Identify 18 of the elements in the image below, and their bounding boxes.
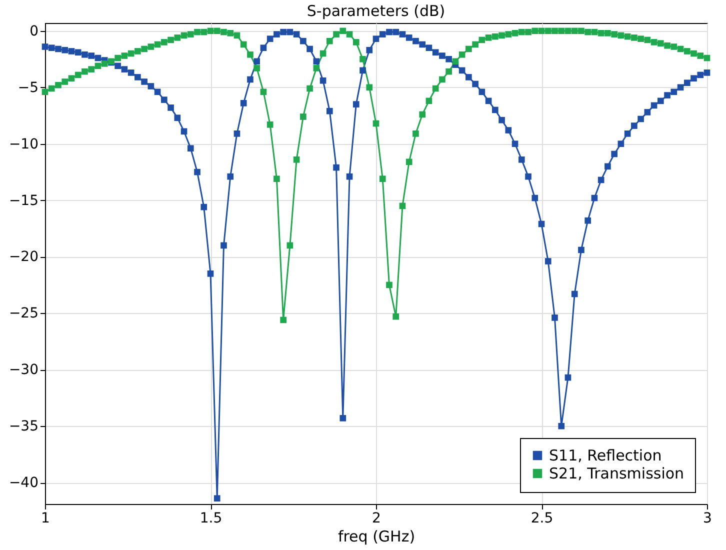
y-tick-label: −35 bbox=[8, 418, 38, 435]
x-axis-title: freq (GHz) bbox=[338, 528, 416, 546]
x-tick-label: 2 bbox=[372, 510, 381, 526]
y-tick-label: −25 bbox=[8, 306, 38, 322]
x-tick-label: 2.5 bbox=[530, 510, 554, 526]
y-tick-label: −40 bbox=[8, 475, 38, 492]
legend-label: S21, Transmission bbox=[549, 464, 684, 482]
y-tick-label: −15 bbox=[8, 192, 38, 209]
x-tick-label: 1 bbox=[41, 510, 50, 526]
y-tick-label: −10 bbox=[8, 136, 38, 152]
y-tick-label: −30 bbox=[8, 362, 38, 378]
y-tick-label: −20 bbox=[8, 249, 38, 266]
x-tick-label: 1.5 bbox=[200, 510, 222, 526]
chart-title: S-parameters (dB) bbox=[306, 2, 446, 20]
y-tick-label: −5 bbox=[18, 80, 38, 96]
legend-label: S11, Reflection bbox=[549, 446, 662, 464]
x-tick-label: 3 bbox=[703, 510, 712, 526]
y-tick-label: 0 bbox=[30, 23, 38, 40]
